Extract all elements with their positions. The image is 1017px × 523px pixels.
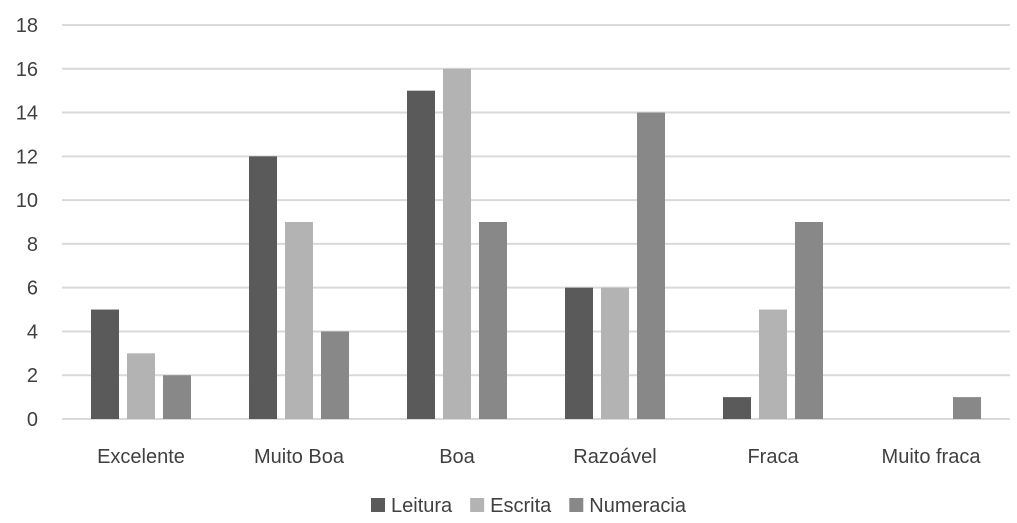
gridlines bbox=[62, 24, 1010, 420]
y-axis-ticks: 0 2 4 6 8 10 12 14 16 18 bbox=[16, 15, 38, 431]
legend-label: Leitura bbox=[391, 495, 453, 517]
legend-swatch-escrita bbox=[470, 498, 485, 512]
legend-label: Escrita bbox=[490, 495, 552, 517]
y-tick-label: 18 bbox=[16, 15, 38, 37]
legend-swatch-numeracia bbox=[569, 498, 584, 512]
bar-escrita-2 bbox=[443, 68, 471, 420]
x-category-label: Fraca bbox=[747, 446, 799, 468]
x-category-label: Muito fraca bbox=[882, 446, 982, 468]
bar-escrita-3 bbox=[601, 287, 629, 419]
legend: Leitura Escrita Numeracia bbox=[371, 495, 687, 517]
y-tick-label: 14 bbox=[16, 103, 38, 125]
x-category-label: Excelente bbox=[97, 446, 185, 468]
y-tick-label: 0 bbox=[27, 409, 38, 431]
bar-numeracia-1 bbox=[321, 331, 349, 419]
y-tick-label: 4 bbox=[27, 321, 38, 343]
bar-escrita-0 bbox=[127, 353, 155, 419]
y-tick-label: 2 bbox=[27, 365, 38, 387]
legend-swatch-leitura bbox=[371, 498, 386, 512]
bar-leitura-3 bbox=[565, 287, 593, 419]
x-category-label: Razoável bbox=[573, 446, 656, 468]
x-category-label: Boa bbox=[439, 446, 475, 468]
y-tick-label: 8 bbox=[27, 234, 38, 256]
bar-leitura-2 bbox=[407, 90, 435, 420]
bars bbox=[91, 68, 981, 420]
bar-numeracia-2 bbox=[479, 222, 507, 419]
y-tick-label: 12 bbox=[16, 146, 38, 168]
x-category-label: Muito Boa bbox=[254, 446, 345, 468]
bar-leitura-4 bbox=[723, 397, 751, 419]
y-tick-label: 6 bbox=[27, 278, 38, 300]
bar-numeracia-3 bbox=[637, 112, 665, 420]
bar-leitura-0 bbox=[91, 309, 119, 419]
bar-numeracia-5 bbox=[953, 397, 981, 419]
x-axis-categories: Excelente Muito Boa Boa Razoável Fraca Muito … bbox=[97, 446, 981, 468]
bar-leitura-1 bbox=[249, 156, 277, 420]
legend-label: Numeracia bbox=[589, 495, 687, 517]
bar-numeracia-0 bbox=[163, 375, 191, 419]
y-tick-label: 16 bbox=[16, 59, 38, 81]
y-tick-label: 10 bbox=[16, 190, 38, 212]
bar-numeracia-4 bbox=[795, 222, 823, 419]
bar-escrita-1 bbox=[285, 222, 313, 419]
bar-escrita-4 bbox=[759, 309, 787, 419]
